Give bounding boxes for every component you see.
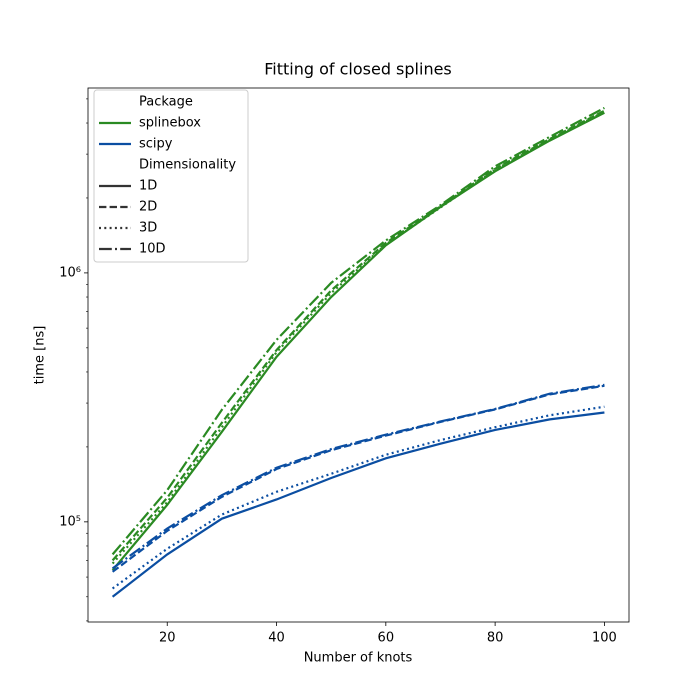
series-line	[111, 411, 605, 598]
x-tick-label: 100	[592, 631, 617, 646]
series-line	[111, 383, 605, 570]
legend-entry: scipy	[139, 137, 173, 152]
y-axis-label: time [ns]	[33, 326, 48, 385]
chart-title: Fitting of closed splines	[264, 60, 452, 79]
x-axis-label: Number of knots	[304, 651, 413, 666]
legend-entry: 2D	[139, 200, 157, 215]
x-tick-label: 40	[268, 631, 285, 646]
y-tick-label: 10⁵	[59, 514, 81, 529]
x-tick-label: 60	[378, 631, 395, 646]
legend-entry: 10D	[139, 242, 166, 257]
y-tick-label: 10⁶	[59, 265, 81, 280]
legend-entry: 3D	[139, 221, 157, 236]
plot-frame	[87, 87, 630, 623]
series-line	[111, 106, 605, 556]
legend-entry: splinebox	[139, 116, 201, 131]
legend-box	[93, 89, 249, 263]
series-line	[111, 109, 605, 562]
legend-entry: 1D	[139, 179, 157, 194]
legend-title: Dimensionality	[139, 158, 236, 173]
series-line	[111, 110, 605, 565]
x-tick-label: 80	[487, 631, 504, 646]
legend-title: Package	[139, 95, 193, 110]
x-tick-label: 20	[159, 631, 176, 646]
